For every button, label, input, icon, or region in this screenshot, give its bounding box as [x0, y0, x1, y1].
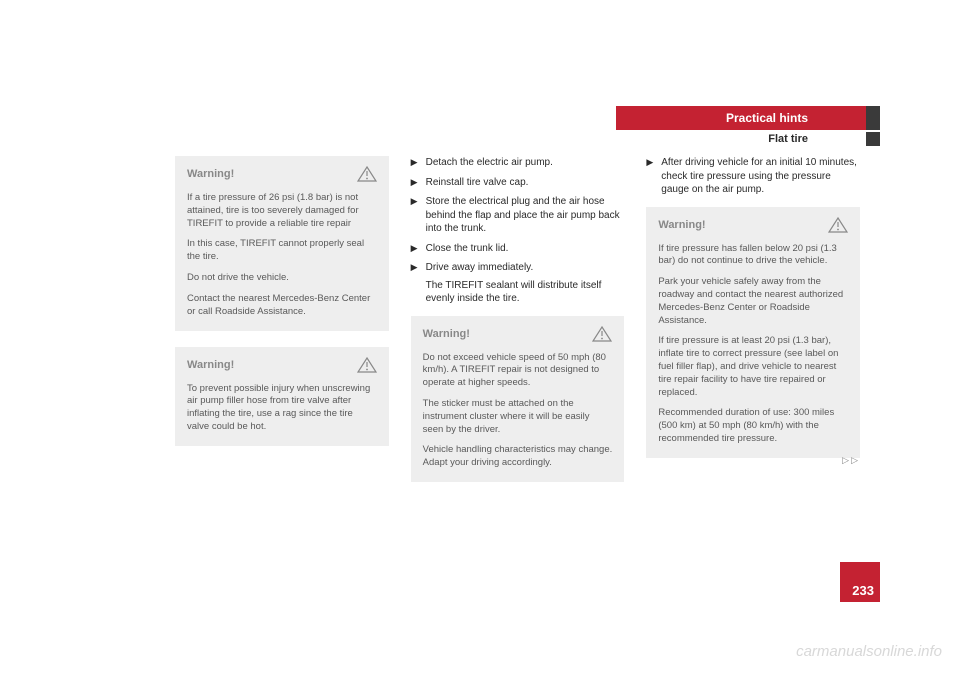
warning-title: Warning!	[423, 328, 470, 340]
warning-triangle-icon	[357, 166, 377, 182]
warning-text: Recommended duration of use: 300 miles (…	[658, 407, 848, 445]
step-marker-icon: ▶	[411, 242, 418, 256]
warning-title: Warning!	[187, 168, 234, 180]
step-marker-icon: ▶	[411, 261, 418, 306]
chapter-band: Practical hints	[616, 106, 866, 130]
warning-box-3: Warning! Do not exceed vehicle speed of …	[411, 316, 625, 483]
warning-text: If a tire pressure of 26 psi (1.8 bar) i…	[187, 192, 377, 230]
continued-marker-icon: ▷▷	[842, 455, 860, 466]
step-marker-icon: ▶	[411, 176, 418, 190]
warning-head: Warning!	[187, 357, 377, 373]
warning-text: Park your vehicle safely away from the r…	[658, 276, 848, 327]
chapter-title: Practical hints	[726, 111, 808, 125]
step-marker-icon: ▶	[411, 156, 418, 170]
warning-text: Vehicle handling characteristics may cha…	[423, 444, 613, 470]
warning-title: Warning!	[658, 219, 705, 231]
warning-text: In this case, TIREFIT cannot properly se…	[187, 238, 377, 264]
step-item: ▶ Drive away immediately. The TIREFIT se…	[411, 261, 625, 306]
warning-text: Contact the nearest Mercedes-Benz Center…	[187, 293, 377, 319]
warning-text: Do not drive the vehicle.	[187, 272, 377, 285]
column-1: Warning! If a tire pressure of 26 psi (1…	[175, 156, 389, 498]
warning-text: If tire pressure has fallen below 20 psi…	[658, 243, 848, 269]
warning-text: To prevent possible injury when unscrewi…	[187, 383, 377, 434]
warning-box-1: Warning! If a tire pressure of 26 psi (1…	[175, 156, 389, 331]
step-subtext: The TIREFIT sealant will distribute itse…	[426, 279, 625, 306]
step-item: ▶ After driving vehicle for an initial 1…	[646, 156, 860, 197]
content-area: Warning! If a tire pressure of 26 psi (1…	[175, 156, 860, 498]
warning-head: Warning!	[187, 166, 377, 182]
step-item: ▶ Store the electrical plug and the air …	[411, 195, 625, 236]
step-text: Close the trunk lid.	[426, 242, 509, 256]
section-tab	[866, 132, 880, 146]
step-item: ▶ Close the trunk lid.	[411, 242, 625, 256]
column-3: ▶ After driving vehicle for an initial 1…	[646, 156, 860, 498]
warning-head: Warning!	[658, 217, 848, 233]
warning-text: Do not exceed vehicle speed of 50 mph (8…	[423, 352, 613, 390]
warning-head: Warning!	[423, 326, 613, 342]
warning-text: The sticker must be attached on the inst…	[423, 398, 613, 436]
warning-box-2: Warning! To prevent possible injury when…	[175, 347, 389, 446]
step-text: Detach the electric air pump.	[426, 156, 553, 170]
warning-triangle-icon	[592, 326, 612, 342]
step-marker-icon: ▶	[646, 156, 653, 197]
warning-text: If tire pressure is at least 20 psi (1.3…	[658, 335, 848, 399]
step-text: Store the electrical plug and the air ho…	[426, 195, 625, 236]
step-text: Drive away immediately.	[426, 261, 625, 275]
step-marker-icon: ▶	[411, 195, 418, 236]
section-title: Flat tire	[616, 133, 866, 145]
step-item: ▶ Reinstall tire valve cap.	[411, 176, 625, 190]
warning-triangle-icon	[828, 217, 848, 233]
step-text: After driving vehicle for an initial 10 …	[661, 156, 860, 197]
step-item: ▶ Detach the electric air pump.	[411, 156, 625, 170]
step-text: Reinstall tire valve cap.	[426, 176, 529, 190]
warning-title: Warning!	[187, 359, 234, 371]
column-2: ▶ Detach the electric air pump. ▶ Reinst…	[411, 156, 625, 498]
watermark: carmanualsonline.info	[796, 643, 942, 660]
warning-triangle-icon	[357, 357, 377, 373]
chapter-tab	[866, 106, 880, 130]
page-number: 233	[840, 562, 880, 602]
warning-box-4: Warning! If tire pressure has fallen bel…	[646, 207, 860, 458]
